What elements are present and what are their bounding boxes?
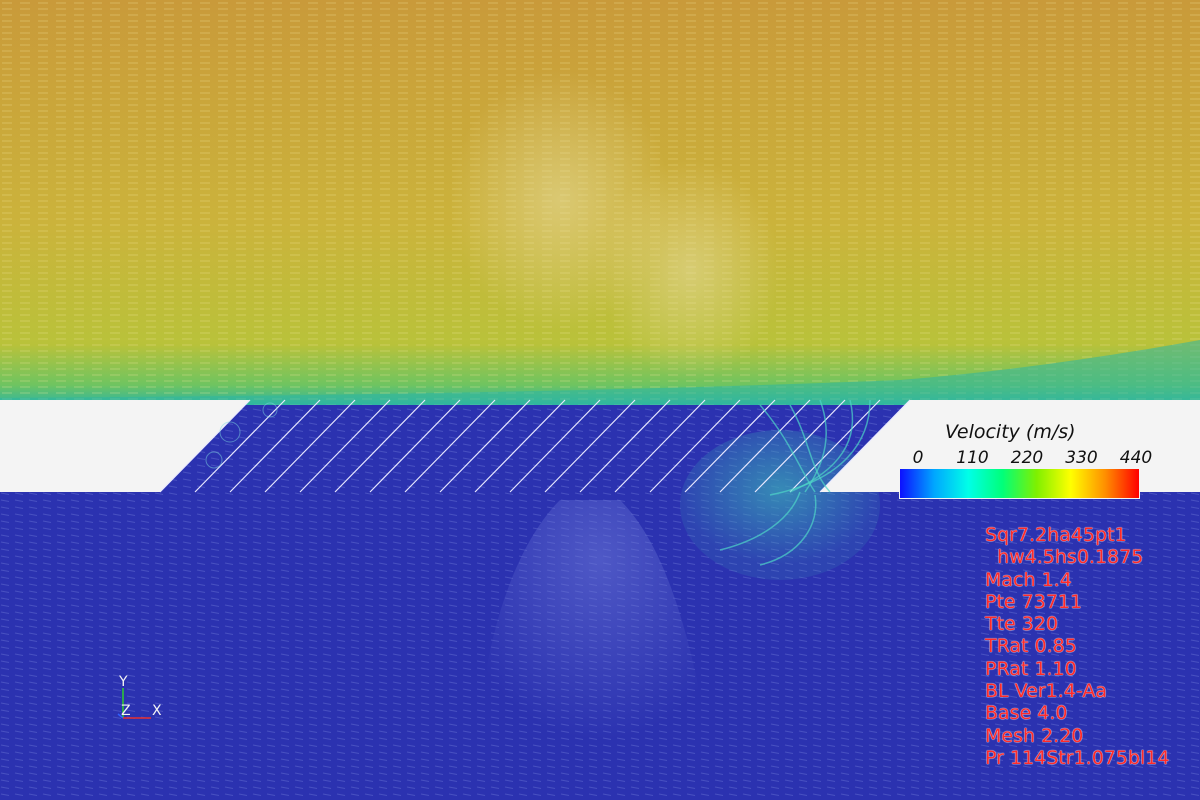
case-info-line: Tte 320 bbox=[985, 613, 1169, 635]
legend-tick-330: 330 bbox=[1065, 448, 1097, 468]
legend-tick-110: 110 bbox=[956, 448, 988, 468]
legend-tick-0: 0 bbox=[913, 448, 924, 468]
freestream-region bbox=[0, 0, 1200, 405]
case-info-line: Pr 114Str1.075bl14 bbox=[985, 747, 1169, 769]
axis-y-label: Y bbox=[119, 674, 128, 690]
axis-z-label: Z bbox=[121, 703, 131, 719]
case-info-line: hw4.5hs0.1875 bbox=[985, 546, 1169, 568]
case-info-line: Sqr7.2ha45pt1 bbox=[985, 524, 1169, 546]
legend-tick-220: 220 bbox=[1011, 448, 1043, 468]
case-info-line: Base 4.0 bbox=[985, 702, 1169, 724]
case-info-line: Mach 1.4 bbox=[985, 569, 1169, 591]
case-info-line: BL Ver1.4-Aa bbox=[985, 680, 1169, 702]
legend-title: Velocity (m/s) bbox=[945, 421, 1076, 443]
legend-tick-440: 440 bbox=[1120, 448, 1152, 468]
axis-x-label: X bbox=[152, 703, 162, 719]
case-info-line: Mesh 2.20 bbox=[985, 725, 1169, 747]
case-info-line: Pte 73711 bbox=[985, 591, 1169, 613]
case-info-line: PRat 1.10 bbox=[985, 658, 1169, 680]
velocity-colorbar bbox=[899, 468, 1140, 499]
case-info-line: TRat 0.85 bbox=[985, 635, 1169, 657]
case-info-text: Sqr7.2ha45pt1 hw4.5hs0.1875 Mach 1.4 Pte 7… bbox=[985, 524, 1169, 769]
